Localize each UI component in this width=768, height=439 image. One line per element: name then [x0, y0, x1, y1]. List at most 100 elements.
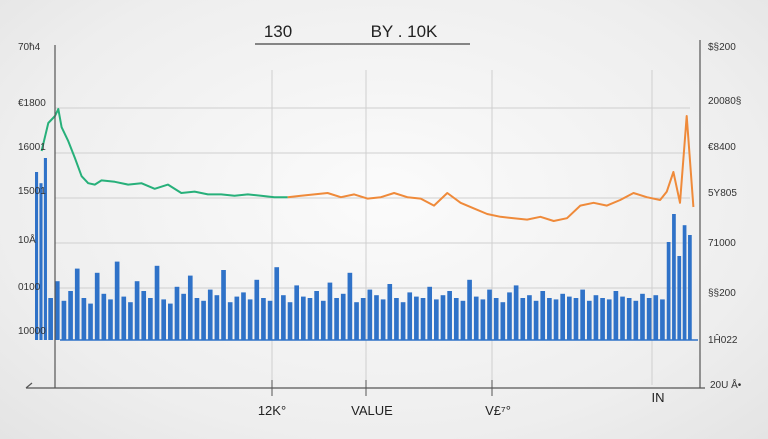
right-tick-label: 20080§ [708, 96, 741, 107]
bar [547, 298, 552, 340]
bar [74, 268, 80, 340]
chart-title-left: 130 [264, 22, 292, 41]
bar [39, 183, 43, 340]
x-axis-labels: 12K° VALUE V£⁷° IN [258, 390, 665, 418]
bar [294, 285, 300, 340]
left-tick-label: 0100 [18, 282, 41, 293]
bar [221, 270, 226, 340]
bar [287, 302, 293, 340]
bar [460, 300, 466, 340]
bar [360, 298, 366, 340]
bar [420, 298, 426, 340]
bar [453, 298, 459, 340]
bar [88, 303, 93, 340]
right-tick-label: €8400 [708, 142, 736, 153]
bar [347, 272, 353, 340]
x-axis-label: V£⁷° [485, 403, 511, 418]
bar [181, 293, 186, 340]
bar [154, 265, 160, 340]
bar [380, 299, 386, 340]
bar [593, 295, 599, 340]
bar [314, 291, 319, 340]
bar [194, 298, 200, 340]
bar [688, 235, 692, 340]
bar [427, 286, 433, 340]
bar [500, 302, 506, 340]
bar [281, 295, 286, 340]
bar [677, 256, 682, 340]
bar [520, 298, 526, 340]
left-tick-label: 15001 [18, 186, 46, 197]
bar [174, 286, 180, 340]
bar [606, 299, 612, 340]
bar [267, 300, 273, 340]
bar [148, 298, 153, 340]
bar [307, 298, 313, 340]
bar [434, 299, 439, 340]
bar [527, 295, 532, 340]
series-line-green [40, 108, 288, 199]
bar [334, 298, 339, 340]
right-tick-label: 1Ĥ022 [708, 333, 738, 346]
bar [640, 293, 645, 340]
bar [560, 293, 566, 340]
bar [61, 300, 67, 340]
bar [374, 295, 379, 340]
bar [340, 293, 346, 340]
bar [241, 292, 246, 340]
bar [480, 299, 486, 340]
bar [600, 298, 605, 340]
bar [327, 282, 333, 340]
bar [68, 291, 73, 340]
bar [573, 298, 579, 340]
bar [653, 295, 659, 340]
bar [400, 302, 406, 340]
bar [141, 291, 147, 340]
left-tick-label: 10000 [18, 326, 46, 337]
bar [161, 299, 167, 340]
bar [101, 293, 107, 340]
x-axis-label: 12K° [258, 403, 286, 418]
left-axis-ticks: 70ħ4 €1800 16001 15001 10Å 0100 10000 [18, 42, 46, 337]
bar [533, 300, 539, 340]
bar [301, 296, 306, 340]
bar [201, 300, 206, 340]
bar [48, 298, 53, 340]
x-axis-label: IN [652, 390, 665, 405]
bar [682, 225, 687, 340]
bar [367, 289, 373, 340]
chart-title-right: BY . 10K [371, 22, 438, 41]
axes [25, 40, 705, 396]
bar [354, 302, 359, 340]
bar [214, 295, 220, 340]
bar [633, 300, 639, 340]
bar [207, 289, 213, 340]
bar [320, 300, 326, 340]
bar [414, 296, 419, 340]
bar [187, 275, 193, 340]
bar [473, 296, 479, 340]
bar [121, 296, 127, 340]
bar [487, 289, 492, 340]
bar [128, 302, 133, 340]
right-tick-label: $§200 [708, 42, 736, 53]
x-axis-label: VALUE [351, 403, 393, 418]
bar [447, 291, 452, 340]
right-axis-ticks: $§200 20080§ €8400 5Y805 71000 §§200 1Ĥ022 [708, 42, 741, 346]
bar [254, 279, 260, 340]
bar-series [35, 158, 698, 341]
bar [227, 302, 233, 340]
left-tick-label: 70ħ4 [18, 42, 41, 53]
left-tick-label: 10Å [18, 233, 36, 246]
bar [660, 299, 665, 340]
bar [394, 298, 399, 340]
bar [553, 299, 559, 340]
line-series [40, 108, 695, 222]
bar [108, 299, 113, 340]
bar [35, 172, 39, 340]
bar [580, 289, 585, 340]
right-tick-label: §§200 [708, 288, 736, 299]
bar [620, 296, 625, 340]
bar [81, 298, 87, 340]
